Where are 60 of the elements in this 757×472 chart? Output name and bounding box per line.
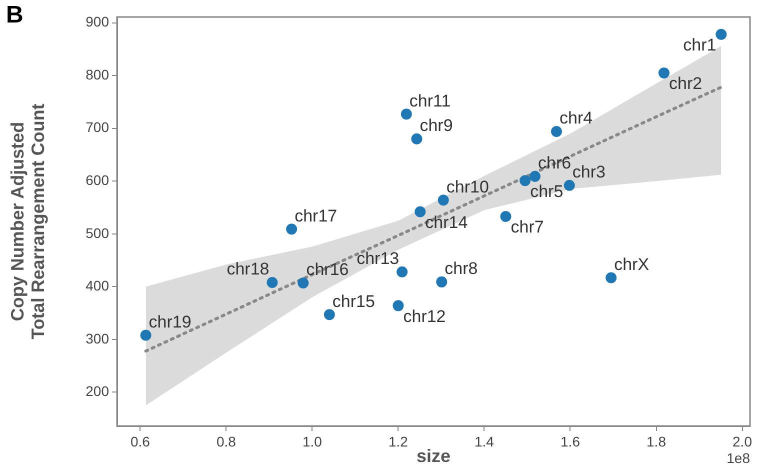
- point: [414, 206, 426, 218]
- point: [392, 300, 404, 312]
- annotation: chr4: [559, 108, 593, 128]
- annotation: chr8: [444, 259, 478, 278]
- annotation: chr6: [538, 154, 572, 173]
- annotation: chrX: [614, 254, 650, 274]
- x-tick-label: 0.8: [216, 433, 236, 450]
- x-tick-label: 0.6: [130, 433, 150, 450]
- point: [324, 309, 335, 320]
- annotation: chr10: [446, 177, 489, 196]
- point: [400, 108, 412, 120]
- annotation: chr5: [530, 182, 564, 201]
- x-tick-label: 2.0: [732, 433, 752, 450]
- point: [529, 170, 540, 182]
- annotation: chr15: [332, 292, 375, 311]
- point: [500, 210, 512, 222]
- annotation: chr14: [425, 212, 468, 232]
- annotation: chr1: [683, 36, 716, 55]
- annotation: chr9: [420, 116, 453, 136]
- annotation: chr2: [668, 74, 702, 94]
- x-tick-label: 1.6: [560, 433, 580, 450]
- y-tick-label: 700: [86, 119, 110, 136]
- point: [411, 133, 422, 144]
- y-tick-label: 500: [86, 224, 110, 241]
- annotation: chr12: [403, 306, 446, 326]
- point: [266, 276, 278, 288]
- y-tick-label: 600: [86, 172, 110, 188]
- point: [396, 266, 408, 278]
- annotation: chr7: [510, 218, 544, 237]
- chart-title: B: [6, 2, 24, 29]
- point: [298, 277, 309, 288]
- point: [140, 330, 152, 341]
- y-tick-label: 400: [86, 278, 110, 294]
- x-tick-label: 1.4: [474, 433, 494, 450]
- x-tick-label: 1.2: [388, 433, 408, 450]
- point: [436, 276, 448, 288]
- point: [520, 175, 531, 186]
- annotation: chr3: [572, 162, 606, 182]
- annotation: chr17: [294, 206, 338, 226]
- point: [286, 224, 298, 235]
- annotation: chr19: [148, 312, 192, 332]
- y-tick-label: 900: [86, 14, 110, 30]
- point: [564, 180, 575, 191]
- point: [438, 194, 449, 206]
- text: 1e8: [726, 450, 750, 466]
- y-tick-label: 800: [86, 66, 110, 82]
- y-tick-label: 200: [86, 383, 110, 400]
- x-tick-label: 1.0: [302, 433, 322, 450]
- point: [550, 126, 562, 138]
- point: [606, 272, 617, 284]
- annotation: chr18: [226, 260, 270, 279]
- annotation: chr16: [306, 260, 349, 280]
- y-tick-label: 300: [86, 330, 110, 346]
- point: [658, 67, 670, 78]
- point: [716, 28, 727, 40]
- annotation: chr13: [356, 249, 400, 268]
- x-axis-title: size: [416, 446, 451, 466]
- y-axis-title: Copy Number Adjusted Total Rearrangement Count: [7, 104, 48, 340]
- annotation: chr11: [409, 91, 451, 110]
- x-tick-label: 1.8: [646, 433, 666, 450]
